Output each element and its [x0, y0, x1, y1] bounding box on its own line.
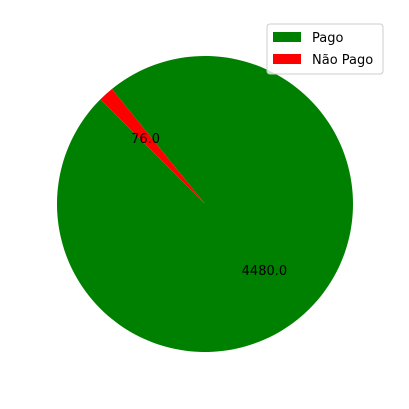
legend-swatch-nao-pago [273, 54, 301, 64]
pie-slice-nao-pago [100, 88, 205, 204]
legend-swatch-pago [273, 32, 301, 42]
legend-label-pago: Pago [312, 31, 343, 46]
pie-value-label-pago: 4480.0 [242, 264, 288, 279]
legend: Pago Não Pago [266, 23, 384, 75]
pie-slices [57, 55, 354, 352]
pie-value-label-nao-pago: 76.0 [131, 132, 160, 147]
legend-label-nao-pago: Não Pago [312, 53, 373, 68]
pie-slice-pago [57, 55, 354, 352]
pie-value-labels: 4480.0 76.0 [131, 132, 287, 279]
